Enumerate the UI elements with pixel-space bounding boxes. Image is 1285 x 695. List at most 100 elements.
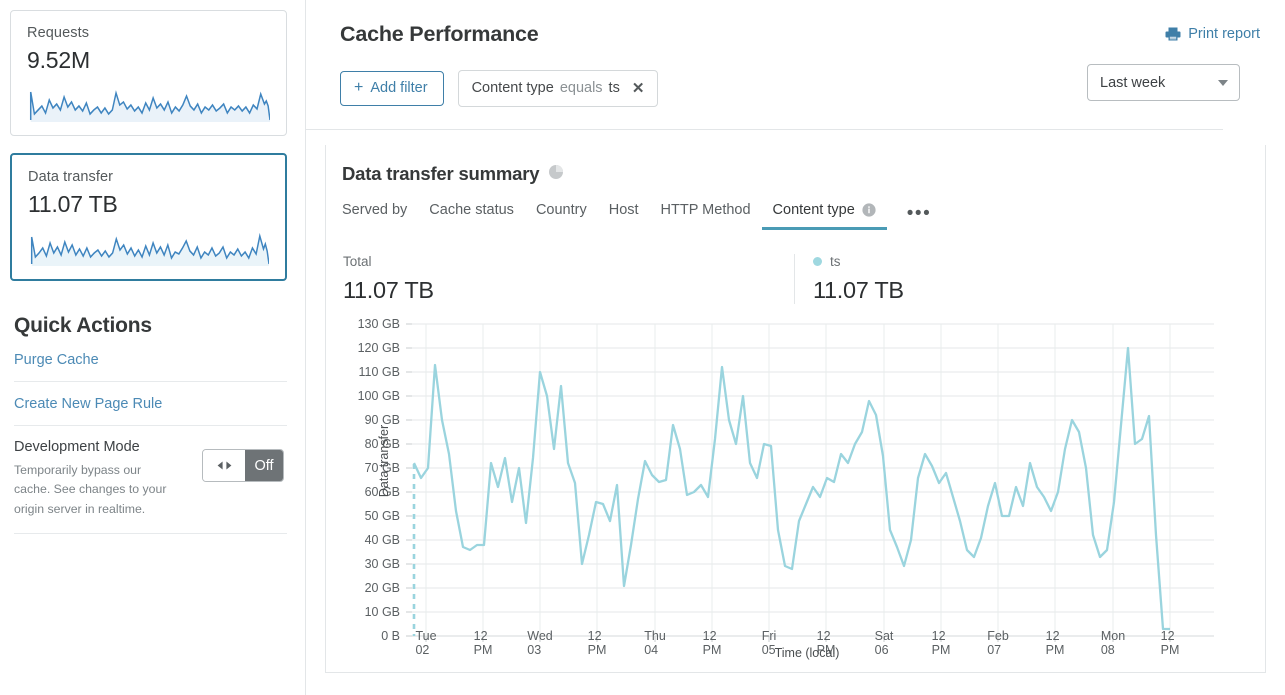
pie-chart-icon [548, 163, 564, 185]
chart-y-ticks [406, 323, 412, 637]
tab-content-type-label: Content type [772, 202, 855, 218]
chart-svg[interactable]: 130 GB 120 GB 110 GB 100 GB 90 GB 80 GB … [342, 316, 1285, 646]
printer-icon [1165, 27, 1181, 41]
development-mode-section: Development Mode Temporarily bypass our … [14, 426, 287, 535]
y-tick-label: 10 GB [365, 605, 400, 619]
metric-label: Data transfer [28, 169, 114, 185]
series-color-dot-icon [813, 257, 822, 266]
chart-y-axis-title: Data transfer [377, 424, 392, 498]
tab-http-method[interactable]: HTTP Method [660, 202, 751, 218]
plus-icon: + [354, 79, 364, 96]
add-filter-button[interactable]: + Add filter [340, 71, 444, 106]
y-tick-label: 60 GB [365, 485, 400, 499]
development-mode-title: Development Mode [14, 439, 140, 455]
chart-y-tick-labels: 130 GB 120 GB 110 GB 100 GB 90 GB 80 GB … [358, 317, 400, 643]
toggle-state-label[interactable]: Off [245, 450, 283, 481]
y-tick-label: 70 GB [365, 461, 400, 475]
tab-cache-status[interactable]: Cache status [429, 202, 514, 218]
quick-actions-title: Quick Actions [14, 314, 152, 337]
left-right-arrows-glyph [217, 461, 231, 470]
left-right-arrows-icon[interactable] [203, 450, 245, 481]
data-transfer-summary-card: Data transfer summary Served by Cache st… [325, 145, 1266, 673]
card-inner: Data transfer summary Served by Cache st… [326, 145, 1265, 666]
stat-label: ts [830, 254, 841, 269]
print-report-label: Print report [1188, 26, 1260, 42]
main-content: Cache Performance Print report + Add fil… [306, 0, 1285, 695]
summary-tabs: Served by Cache status Country Host HTTP… [342, 202, 1249, 230]
metric-value: 11.07 TB [28, 191, 118, 217]
x-tick-label: 12 PM [702, 629, 722, 657]
quick-action-create-page-rule[interactable]: Create New Page Rule [14, 382, 287, 426]
sparkline-svg [29, 90, 270, 122]
y-tick-label: 90 GB [365, 413, 400, 427]
section-title: Data transfer summary [342, 163, 1249, 185]
stat-label: Total [343, 254, 372, 269]
tab-served-by[interactable]: Served by [342, 202, 408, 218]
x-tick-label: Fri 05 [761, 629, 777, 657]
metric-label: Requests [27, 25, 90, 41]
x-tick-label: Thu 04 [644, 629, 666, 657]
filter-operator: equals [559, 80, 603, 96]
y-tick-label: 100 GB [358, 389, 400, 403]
y-tick-label: 30 GB [365, 557, 400, 571]
stat-label-wrap: ts [813, 254, 1246, 269]
y-tick-label: 80 GB [365, 437, 400, 451]
page-header: Cache Performance Print report + Add fil… [306, 0, 1285, 130]
date-range-value: Last week [1100, 74, 1166, 91]
data-transfer-chart[interactable]: Data transfer [342, 316, 1249, 666]
ellipsis-icon[interactable]: ••• [906, 202, 932, 224]
stat-ts: ts 11.07 TB [794, 254, 1246, 304]
x-tick-label: 12 PM [473, 629, 493, 657]
development-mode-description: Temporarily bypass our cache. See change… [14, 463, 167, 516]
y-tick-label: 40 GB [365, 533, 400, 547]
chevron-down-icon[interactable] [1218, 80, 1228, 86]
quick-action-purge-cache[interactable]: Purge Cache [14, 338, 287, 382]
y-tick-label: 0 B [381, 629, 400, 643]
filter-field: Content type [471, 80, 554, 96]
y-tick-label: 120 GB [358, 341, 400, 355]
chart-x-ticks [425, 636, 1171, 642]
filter-chip-content-type[interactable]: Content type equals ts ✕ [457, 70, 659, 107]
header-divider [306, 129, 1223, 130]
y-tick-label: 50 GB [365, 509, 400, 523]
development-mode-toggle[interactable]: Off [202, 449, 284, 482]
x-tick-label: Sat 06 [874, 629, 894, 657]
requests-sparkline [27, 80, 270, 125]
date-range-select[interactable]: Last week [1087, 64, 1240, 101]
y-tick-label: 20 GB [365, 581, 400, 595]
tab-host[interactable]: Host [608, 202, 639, 218]
y-tick-label: 110 GB [359, 365, 400, 379]
metric-card-data-transfer[interactable]: Data transfer 11.07 TB [10, 153, 287, 281]
y-tick-label: 130 GB [358, 317, 400, 331]
x-tick-label: 12 PM [1045, 629, 1065, 657]
chart-x-axis-title: Time (local) [774, 646, 840, 660]
close-icon[interactable]: ✕ [631, 80, 645, 97]
x-tick-label: Wed 03 [527, 629, 553, 657]
x-tick-label: Tue 02 [415, 629, 437, 657]
stat-total: Total 11.07 TB [342, 254, 794, 304]
chart-y-gridlines [412, 323, 1214, 637]
tab-content-type[interactable]: Content type [761, 202, 887, 230]
x-tick-label: Feb 07 [987, 629, 1009, 657]
x-tick-label: Mon 08 [1100, 629, 1126, 657]
stat-value: 11.07 TB [343, 277, 434, 303]
tab-country[interactable]: Country [535, 202, 587, 218]
x-tick-label: 12 PM [816, 629, 836, 657]
metric-card-requests[interactable]: Requests 9.52M [10, 10, 287, 136]
info-icon[interactable] [862, 203, 876, 217]
summary-stats: Total 11.07 TB ts 11.07 TB [342, 254, 1249, 304]
chart-series-line-ts [412, 346, 1170, 631]
x-tick-label: 12 PM [931, 629, 951, 657]
data-transfer-sparkline [28, 224, 269, 269]
pie-chart-glyph [549, 165, 564, 179]
sparkline-svg [30, 232, 269, 266]
chart-x-gridlines [425, 324, 1171, 636]
add-filter-label: Add filter [370, 80, 428, 96]
sidebar: Requests 9.52M Data transfer 11.07 TB Qu… [0, 0, 306, 695]
stat-value: 11.07 TB [813, 277, 904, 303]
page-title: Cache Performance [340, 22, 539, 46]
section-title-label: Data transfer summary [342, 163, 540, 184]
print-report-link[interactable]: Print report [1165, 26, 1260, 42]
x-tick-label: 12 PM [587, 629, 607, 657]
